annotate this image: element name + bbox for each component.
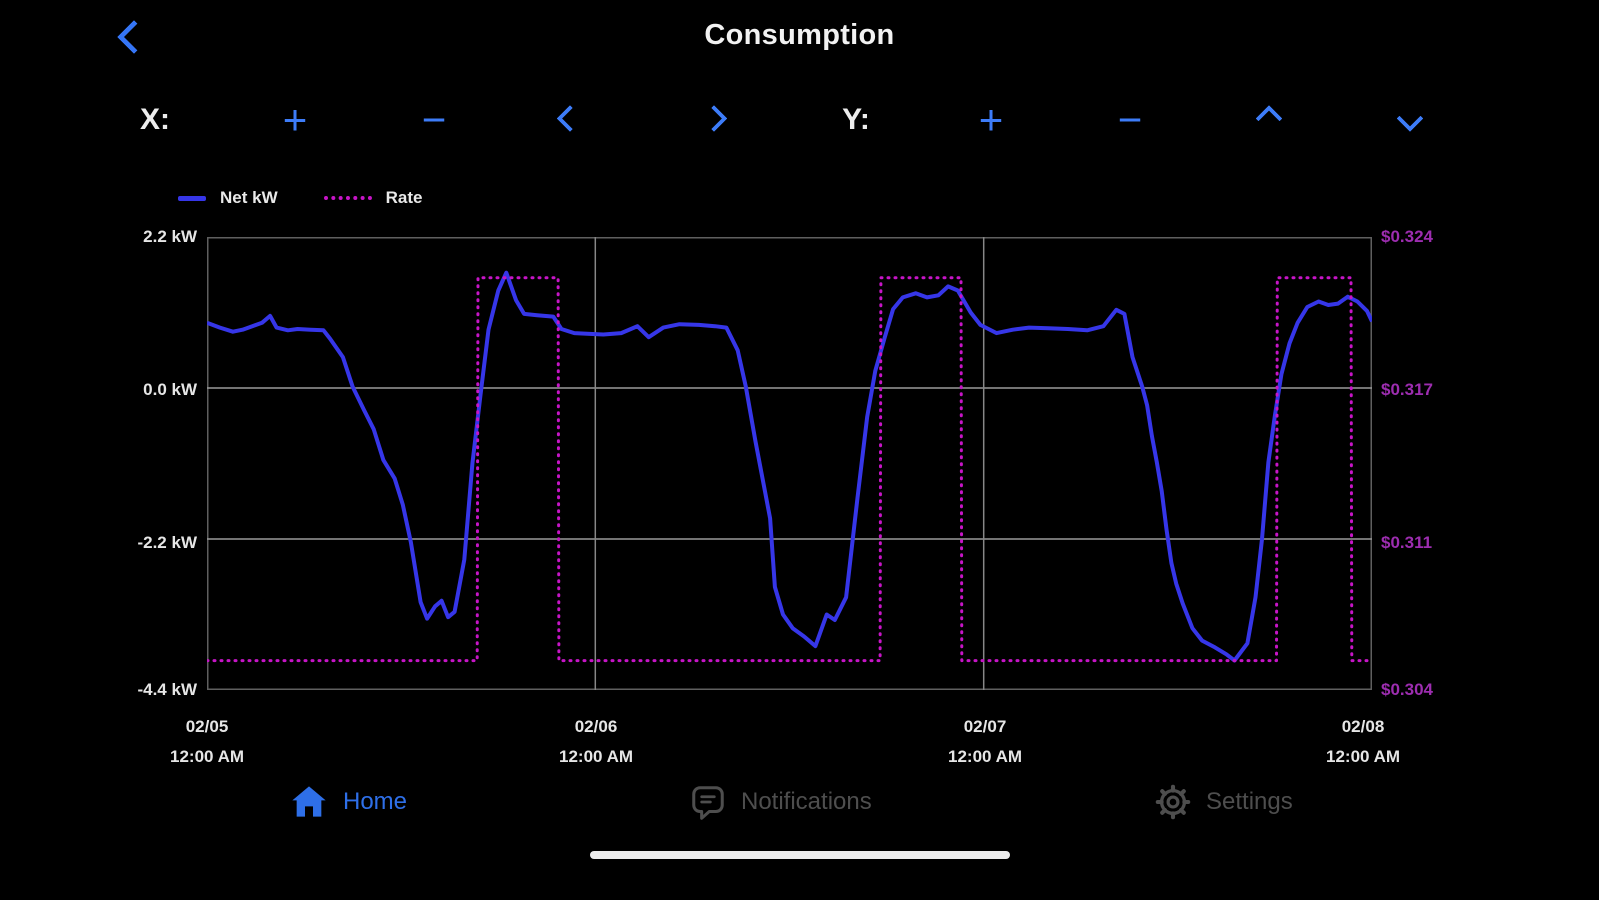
chart-series xyxy=(207,270,1372,663)
y-left-tick-label: -4.4 kW xyxy=(137,680,197,699)
home-indicator[interactable] xyxy=(589,851,1010,859)
chart-controls: X: + − Y: + − xyxy=(0,94,1599,146)
nav-label-home: Home xyxy=(343,788,408,815)
x-zoom-out-button[interactable]: − xyxy=(416,98,453,142)
y-pan-up-button[interactable] xyxy=(1254,105,1285,132)
y-right-tick-label: $0.304 xyxy=(1381,680,1433,699)
x-tick-label: 02/06 12:00 AM xyxy=(558,717,634,766)
nav-tab-home[interactable]: Home xyxy=(283,778,413,826)
rate-legend-swatch xyxy=(323,196,372,200)
x-controls-label: X: xyxy=(140,103,170,136)
net-kw-line xyxy=(207,270,1372,663)
chevron-up-icon xyxy=(1255,105,1283,132)
x-pan-left-button[interactable] xyxy=(555,105,586,132)
nav-label-settings: Settings xyxy=(1206,788,1293,815)
nav-tab-settings[interactable]: Settings xyxy=(1148,778,1299,826)
x-pan-right-button[interactable] xyxy=(699,105,730,132)
rate-line xyxy=(207,276,1372,663)
chart-legend: Net kW Rate xyxy=(178,188,422,208)
chevron-right-icon xyxy=(700,105,728,132)
x-tick-label: 02/07 12:00 AM xyxy=(947,717,1023,766)
speech-bubble-icon xyxy=(692,786,724,820)
y-left-tick-label: 2.2 kW xyxy=(143,227,197,246)
y-right-tick-label: $0.311 xyxy=(1381,533,1433,552)
nav-tab-notifications[interactable]: Notifications xyxy=(683,778,878,826)
y-pan-down-button[interactable] xyxy=(1395,105,1426,132)
y-controls-label: Y: xyxy=(842,103,870,136)
nav-label-notifications: Notifications xyxy=(741,788,872,815)
plot-border xyxy=(207,237,1372,690)
y-right-tick-label: $0.317 xyxy=(1381,380,1433,399)
chart-gridlines xyxy=(207,237,1372,690)
y-left-tick-label: -2.2 kW xyxy=(137,533,197,552)
x-tick-label: 02/05 12:00 AM xyxy=(169,717,245,766)
gear-icon xyxy=(1155,784,1191,820)
y-left-tick-label: 0.0 kW xyxy=(143,380,197,399)
home-icon xyxy=(292,786,326,817)
net-kw-legend-swatch xyxy=(178,195,206,201)
net-kw-legend-label: Net kW xyxy=(220,188,278,207)
y-zoom-out-button[interactable]: − xyxy=(1112,98,1149,142)
chevron-left-icon xyxy=(556,105,584,132)
x-zoom-in-button[interactable]: + xyxy=(277,98,314,142)
chart-canvas[interactable] xyxy=(207,237,1372,690)
chevron-down-icon xyxy=(1396,105,1424,132)
rate-legend-label: Rate xyxy=(385,188,423,207)
y-right-tick-label: $0.324 xyxy=(1381,227,1433,246)
y-zoom-in-button[interactable]: + xyxy=(973,98,1010,142)
page-title: Consumption xyxy=(704,19,895,51)
x-tick-label: 02/08 12:00 AM xyxy=(1325,717,1401,766)
